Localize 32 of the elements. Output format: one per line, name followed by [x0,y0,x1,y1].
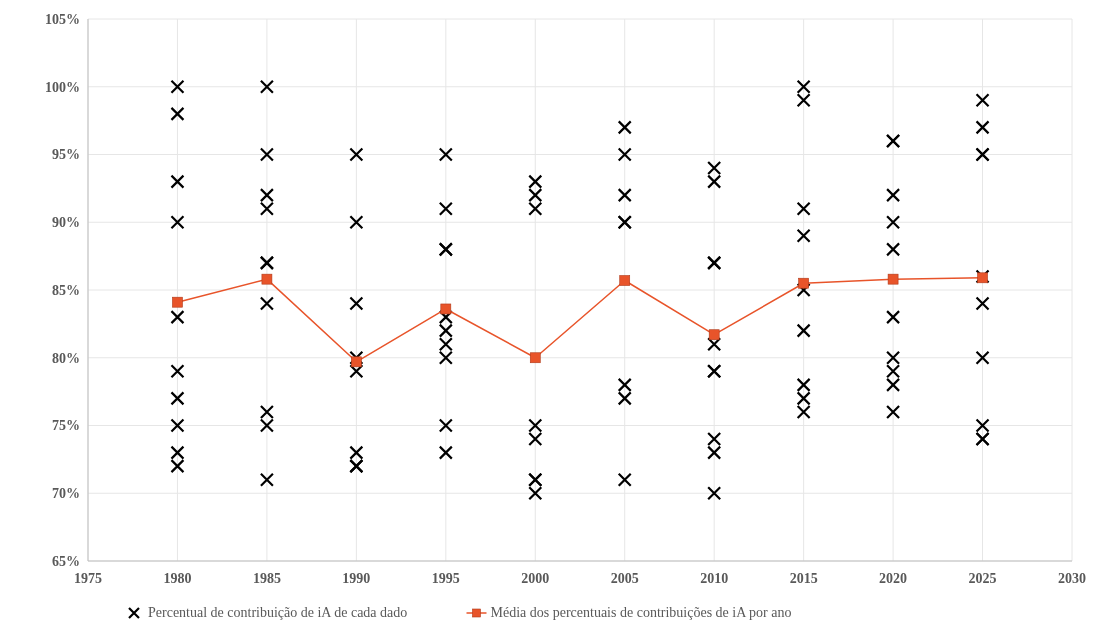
x-tick-label: 1980 [163,571,192,586]
x-tick-label: 1985 [252,571,281,586]
point [529,352,541,364]
y-tick-label: 70% [52,486,80,502]
point [440,303,452,315]
x-tick-label: 2015 [789,571,818,586]
point [798,277,809,289]
point [172,296,183,308]
x-tick-label: 2030 [1058,571,1086,586]
point [887,273,899,285]
x-tick-label: 2005 [610,571,639,586]
x-tick-label: 1995 [431,571,460,586]
legend-label: Média dos percentuais de contribuições de iA por ano [490,605,792,620]
y-tick-label: 90% [52,215,80,231]
x-tick-label: 2000 [521,571,550,586]
x-tick-label: 2010 [700,571,729,586]
x-tick-label: 1990 [342,571,371,586]
x-tick-label: 1975 [74,571,102,586]
x-tick-label: 2025 [968,571,997,586]
legend-label: Percentual de contribuição de iA de cada dado [148,605,408,620]
point [351,356,362,368]
y-tick-label: 75% [52,418,80,434]
point [261,273,273,285]
point [708,329,720,341]
y-tick-label: 85% [52,282,80,298]
y-tick-label: 100% [45,79,80,95]
x-tick-label: 2020 [879,571,908,586]
y-tick-label: 105% [45,11,80,27]
y-tick-label: 95% [52,147,80,163]
y-tick-label: 80% [52,350,80,366]
point [619,275,631,286]
y-tick-label: 65% [52,553,80,569]
